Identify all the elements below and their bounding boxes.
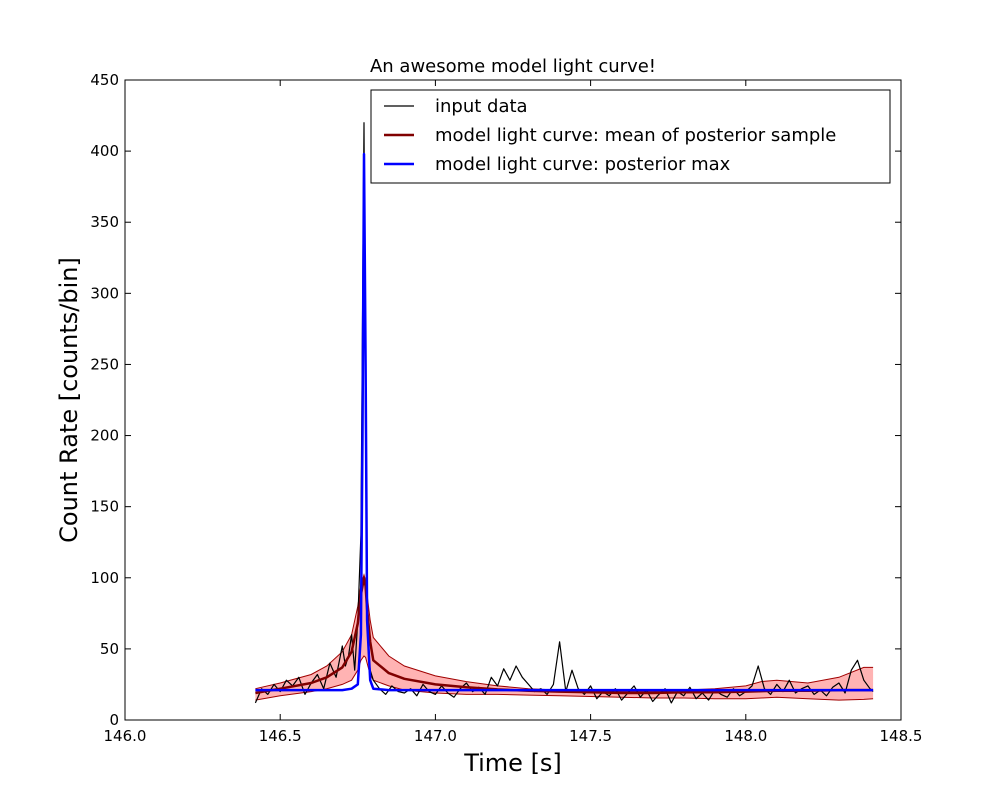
- legend-entry-posterior-mean-label: model light curve: mean of posterior sam…: [435, 125, 836, 146]
- y-tick-label: 100: [90, 569, 119, 587]
- series-layer: [254, 122, 874, 704]
- y-tick-label: 350: [90, 213, 119, 231]
- x-tick-label: 147.5: [569, 727, 612, 745]
- posterior-band-upper-edge: [255, 573, 874, 693]
- x-tick-label: 146.5: [259, 727, 302, 745]
- y-tick-label: 400: [90, 142, 119, 160]
- posterior-band-lower-edge: [255, 655, 874, 701]
- legend-entry-posterior-max-label: model light curve: posterior max: [435, 154, 731, 175]
- y-tick-label: 300: [90, 284, 119, 302]
- posterior-mean-line: [255, 576, 874, 695]
- x-axis-title: Time [s]: [463, 749, 562, 777]
- y-tick-label: 150: [90, 498, 119, 516]
- ticks-layer: 146.0 146.5 147.0 147.5 148.0 148.5 0 50 100 150 2…: [90, 71, 922, 745]
- posterior-max-line: [255, 152, 874, 692]
- posterior-band-fill: [255, 574, 874, 701]
- y-tick-label: 200: [90, 427, 119, 445]
- y-axis-title: Count Rate [counts/bin]: [55, 257, 83, 543]
- y-tick-label: 50: [100, 640, 119, 658]
- y-tick-label: 0: [109, 711, 119, 729]
- plot-frame: [124, 79, 902, 721]
- posterior-band-layer: [255, 573, 874, 701]
- x-tick-label: 147.0: [414, 727, 457, 745]
- legend-box: [370, 89, 891, 184]
- chart-title: An awesome model light curve!: [370, 56, 656, 77]
- legend: input data model light curve: mean of pos…: [370, 89, 891, 184]
- input-data-line: [254, 122, 874, 704]
- x-tick-label: 148.0: [724, 727, 767, 745]
- legend-entry-input-data-label: input data: [435, 96, 528, 117]
- x-tick-label: 146.0: [104, 727, 147, 745]
- y-tick-label: 250: [90, 355, 119, 373]
- y-tick-label: 450: [90, 71, 119, 89]
- x-tick-label: 148.5: [880, 727, 923, 745]
